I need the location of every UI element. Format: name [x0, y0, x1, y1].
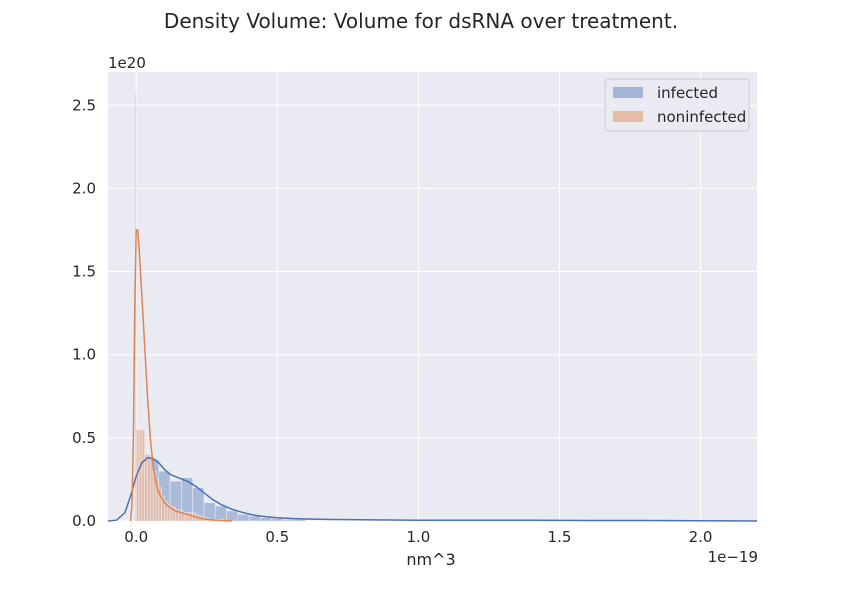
x-axis-label: nm^3 [406, 550, 455, 569]
x-tick-label: 1.0 [406, 528, 430, 546]
y-tick-label: 0.5 [72, 429, 96, 447]
hist-bar-infected [237, 514, 250, 522]
y-tick-label: 2.5 [72, 96, 96, 114]
x-tick-label: 1.5 [548, 528, 572, 546]
x-tick-label: 0.5 [265, 528, 289, 546]
hist-bar-noninfected [178, 509, 182, 522]
y-offset-text: 1e20 [108, 54, 146, 72]
y-tick-label: 1.5 [72, 263, 96, 281]
kde-line-infected [107, 457, 758, 522]
hist-bar-infected [214, 505, 227, 522]
hist-bar-noninfected [147, 454, 151, 522]
hist-bar-infected [260, 517, 272, 522]
legend-swatch-infected [613, 87, 643, 98]
legend-swatch-noninfected [613, 111, 643, 122]
x-tick-label: 0.0 [124, 528, 148, 546]
plot-area [108, 72, 757, 521]
y-tick-label: 0.0 [72, 512, 96, 530]
hist-bar-noninfected [150, 462, 154, 522]
x-offset-text: 1e−19 [708, 548, 758, 566]
hist-bar-infected [271, 518, 284, 522]
legend-label-noninfected: noninfected [657, 108, 746, 126]
hist-bar-infected [248, 515, 261, 522]
legend: infected noninfected [604, 78, 750, 132]
hist-bar-noninfected [144, 454, 148, 522]
y-tick-label: 1.0 [72, 346, 96, 364]
hist-bar-infected [226, 510, 239, 522]
hist-bar-noninfected [189, 512, 193, 522]
y-tick-label: 2.0 [72, 179, 96, 197]
x-tick-label: 2.0 [689, 528, 713, 546]
hist-bar-noninfected [141, 429, 145, 522]
legend-label-infected: infected [657, 84, 718, 102]
hist-bar-infected [282, 519, 295, 522]
hist-bar-noninfected [138, 429, 143, 522]
chart-title: Density Volume: Volume for dsRNA over tr… [164, 9, 678, 33]
kde-line-noninfected [129, 229, 233, 522]
